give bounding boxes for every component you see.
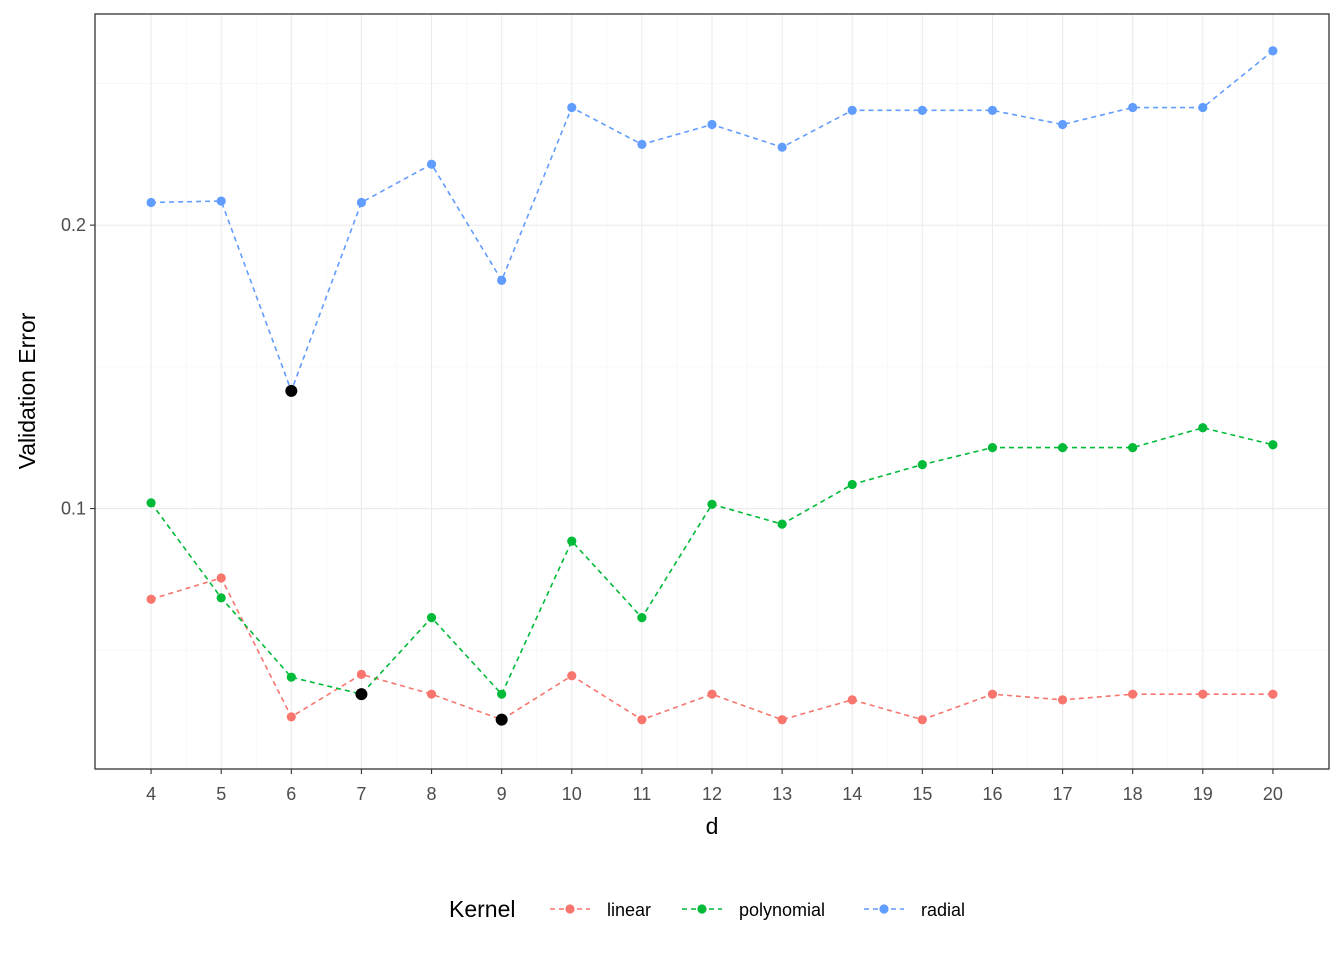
data-point-radial — [707, 119, 717, 130]
legend-label-radial: radial — [921, 900, 965, 920]
data-point-radial — [987, 105, 998, 115]
y-axis: 0.1 0.2 — [61, 215, 95, 519]
data-point-linear — [987, 689, 998, 699]
data-point-radial — [1057, 119, 1068, 130]
data-point-linear — [707, 689, 717, 699]
x-tick-label: 15 — [912, 784, 932, 804]
data-point-radial — [847, 105, 857, 115]
data-point-radial — [637, 139, 647, 149]
data-point-radial — [497, 275, 507, 286]
data-point-linear — [637, 715, 647, 725]
highlight-point — [355, 688, 368, 701]
data-point-linear — [356, 669, 367, 679]
data-point-linear — [777, 715, 787, 725]
x-tick-label: 7 — [356, 784, 366, 804]
x-tick-label: 4 — [146, 784, 156, 804]
x-axis-title: d — [706, 813, 719, 839]
x-tick-label: 14 — [842, 784, 862, 804]
series-radial — [146, 46, 1278, 396]
x-tick-label: 13 — [772, 784, 792, 804]
data-point-linear — [286, 712, 296, 722]
x-tick-label: 17 — [1053, 784, 1073, 804]
data-point-polynomial — [1128, 443, 1138, 453]
data-point-polynomial — [426, 613, 437, 623]
data-point-linear — [847, 695, 857, 705]
x-tick-label: 18 — [1123, 784, 1143, 804]
data-point-linear — [1268, 689, 1278, 699]
data-point-polynomial — [286, 672, 296, 682]
x-tick-label: 5 — [216, 784, 226, 804]
data-point-radial — [216, 196, 226, 206]
data-point-polynomial — [777, 519, 787, 529]
data-point-linear — [146, 594, 156, 604]
data-point-linear — [1128, 689, 1138, 699]
data-point-polynomial — [707, 499, 717, 509]
data-point-radial — [426, 159, 437, 169]
data-point-linear — [917, 715, 927, 725]
data-point-polynomial — [497, 689, 507, 699]
x-tick-label: 19 — [1193, 784, 1213, 804]
data-point-polynomial — [146, 498, 156, 508]
data-point-polynomial — [216, 593, 226, 603]
highlight-point — [285, 384, 298, 397]
legend: Kernel linear polynomial radial — [449, 896, 965, 922]
x-tick-label: 16 — [982, 784, 1002, 804]
data-point-radial — [1198, 102, 1208, 113]
x-tick-label: 20 — [1263, 784, 1283, 804]
legend-label-polynomial: polynomial — [739, 900, 825, 920]
data-point-polynomial — [987, 443, 998, 453]
legend-key-radial — [864, 904, 904, 914]
data-point-polynomial — [567, 536, 577, 546]
x-tick-label: 9 — [497, 784, 507, 804]
data-point-radial — [1128, 102, 1138, 113]
legend-key-point — [879, 904, 889, 914]
x-axis: 4 5 6 7 8 9 10 11 12 13 14 15 16 17 18 19 20 — [146, 769, 1283, 804]
data-point-radial — [356, 197, 367, 208]
x-tick-label: 10 — [562, 784, 582, 804]
data-point-linear — [216, 573, 226, 583]
legend-key-linear — [550, 904, 590, 914]
data-point-polynomial — [637, 613, 647, 623]
y-tick-label: 0.2 — [61, 215, 86, 235]
data-point-polynomial — [1198, 423, 1208, 433]
data-point-radial — [1268, 46, 1278, 56]
legend-key-point — [565, 904, 575, 914]
x-tick-label: 8 — [427, 784, 437, 804]
legend-label-linear: linear — [607, 900, 651, 920]
legend-title: Kernel — [449, 896, 515, 922]
highlight-point — [495, 713, 508, 726]
x-tick-label: 11 — [633, 784, 652, 804]
x-tick-label: 6 — [286, 784, 296, 804]
legend-key-point — [697, 904, 707, 914]
data-point-radial — [567, 102, 577, 113]
data-point-polynomial — [847, 479, 857, 490]
series-layer — [146, 46, 1278, 725]
data-point-radial — [146, 197, 156, 208]
highlight-layer — [285, 384, 508, 726]
legend-key-polynomial — [682, 904, 722, 914]
y-axis-title: Validation Error — [14, 312, 40, 469]
data-point-linear — [1057, 695, 1068, 705]
data-point-polynomial — [1268, 440, 1278, 450]
y-tick-label: 0.1 — [61, 499, 86, 519]
data-point-linear — [567, 671, 577, 681]
data-point-radial — [777, 142, 787, 152]
data-point-polynomial — [1057, 443, 1068, 453]
data-point-linear — [1198, 689, 1208, 699]
data-point-radial — [917, 105, 927, 115]
x-tick-label: 12 — [702, 784, 722, 804]
data-point-linear — [426, 689, 437, 699]
data-point-polynomial — [917, 460, 927, 470]
